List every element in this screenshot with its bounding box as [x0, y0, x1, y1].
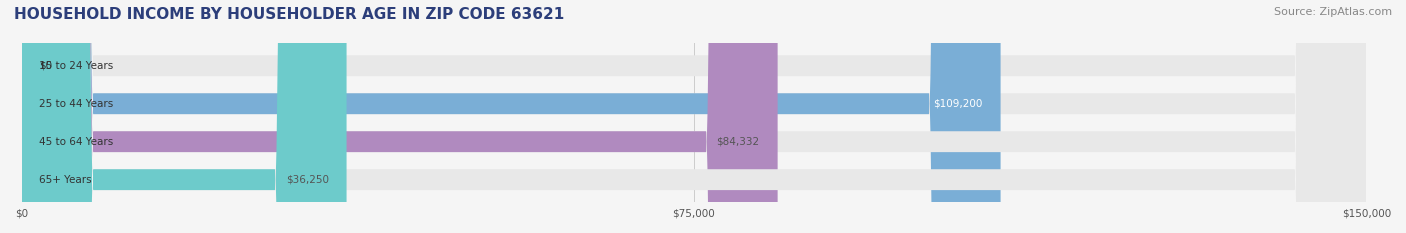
- FancyBboxPatch shape: [21, 0, 1367, 233]
- Text: 25 to 44 Years: 25 to 44 Years: [39, 99, 114, 109]
- Text: 15 to 24 Years: 15 to 24 Years: [39, 61, 114, 71]
- Text: $109,200: $109,200: [934, 99, 983, 109]
- FancyBboxPatch shape: [21, 0, 1367, 233]
- FancyBboxPatch shape: [21, 0, 778, 233]
- Text: 65+ Years: 65+ Years: [39, 175, 93, 185]
- Text: $0: $0: [39, 61, 52, 71]
- FancyBboxPatch shape: [21, 0, 1367, 233]
- Text: 45 to 64 Years: 45 to 64 Years: [39, 137, 114, 147]
- FancyBboxPatch shape: [21, 0, 346, 233]
- Text: $36,250: $36,250: [285, 175, 329, 185]
- FancyBboxPatch shape: [21, 0, 31, 233]
- Text: Source: ZipAtlas.com: Source: ZipAtlas.com: [1274, 7, 1392, 17]
- FancyBboxPatch shape: [21, 0, 1367, 233]
- Text: $84,332: $84,332: [717, 137, 759, 147]
- FancyBboxPatch shape: [21, 0, 1001, 233]
- Text: HOUSEHOLD INCOME BY HOUSEHOLDER AGE IN ZIP CODE 63621: HOUSEHOLD INCOME BY HOUSEHOLDER AGE IN Z…: [14, 7, 564, 22]
